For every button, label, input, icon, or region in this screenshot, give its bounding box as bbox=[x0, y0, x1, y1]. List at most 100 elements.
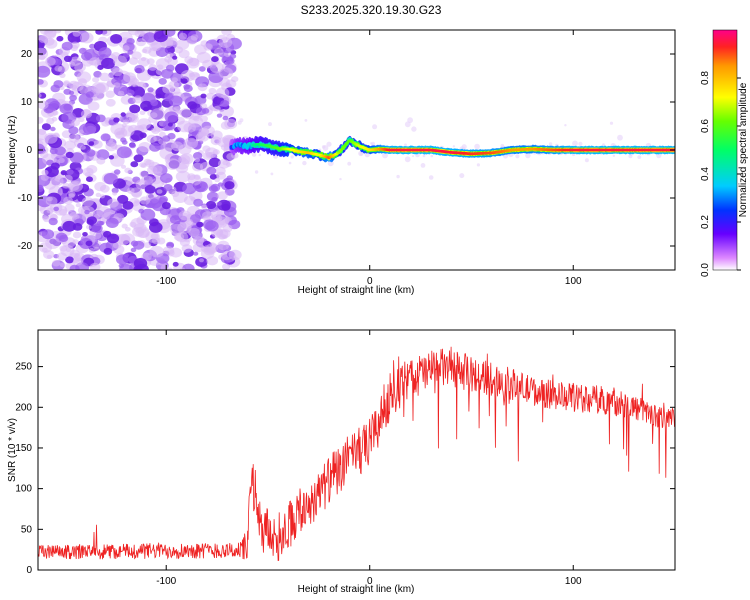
spectrogram-noise-blob bbox=[159, 131, 166, 138]
spectrogram-noise-blob bbox=[89, 57, 101, 66]
spectrogram-noise-blob bbox=[210, 183, 221, 192]
spectrogram-noise-blob bbox=[126, 89, 135, 96]
spectrogram-noise-blob bbox=[59, 234, 69, 242]
spectrogram-noise-blob bbox=[158, 78, 167, 85]
spectrogram-speckle bbox=[637, 155, 642, 160]
spectrogram-noise-blob bbox=[103, 173, 118, 185]
spectrogram-noise-blob bbox=[140, 100, 153, 111]
spectrogram-y-ticks: -20 -10 0 10 20 bbox=[18, 49, 675, 252]
spectrogram-noise-blob bbox=[177, 120, 192, 133]
spectrogram-noise-blob bbox=[95, 30, 103, 35]
spectrogram-noise-blob bbox=[101, 57, 116, 69]
spectrogram-speckle bbox=[302, 160, 307, 166]
spectrogram-noise-blob bbox=[199, 115, 208, 122]
spectrogram-noise-blob bbox=[121, 140, 128, 145]
spectrogram-y-tick-label: 20 bbox=[21, 49, 33, 60]
spectrogram-noise-blob bbox=[94, 181, 107, 192]
spectrogram-noise-blob bbox=[202, 59, 214, 69]
spectrogram-noise-blob bbox=[215, 87, 230, 99]
spectrogram-noise-blob bbox=[96, 206, 111, 218]
spectrogram-noise-blob bbox=[91, 224, 103, 233]
spectrogram-noise-blob bbox=[206, 92, 215, 100]
spectrogram-noise-blob bbox=[72, 231, 82, 239]
spectrogram-noise-blob bbox=[199, 102, 208, 109]
spectrogram-noise-blob bbox=[231, 76, 239, 83]
spectrogram-noise-blob bbox=[194, 73, 200, 78]
spectrogram-noise-blob bbox=[95, 114, 106, 123]
spectrogram-noise-blob bbox=[150, 198, 159, 205]
spectrogram-noise-blob bbox=[204, 245, 210, 250]
spectrogram-noise-blob bbox=[59, 245, 68, 252]
spectrogram-noise-blob bbox=[112, 67, 123, 77]
spectrogram-noise-blob bbox=[200, 93, 207, 99]
spectrogram-noise-field bbox=[38, 30, 667, 270]
spectrogram-noise-blob bbox=[120, 112, 126, 117]
spectrogram-noise-blob bbox=[113, 117, 120, 123]
spectrogram-noise-blob bbox=[38, 143, 45, 155]
spectrogram-speckle bbox=[572, 140, 578, 147]
spectrogram-noise-blob bbox=[99, 221, 105, 226]
spectrogram-noise-blob bbox=[188, 227, 200, 237]
spectrogram-noise-blob bbox=[194, 157, 201, 163]
spectrogram-x-tick-label: 0 bbox=[367, 276, 373, 287]
spectrogram-noise-blob bbox=[129, 221, 137, 228]
spectrogram-noise-blob bbox=[179, 108, 192, 118]
spectrogram-noise-blob bbox=[64, 203, 75, 213]
spectrogram-noise-blob bbox=[53, 206, 59, 212]
snr-x-ticks: -100 0 100 bbox=[156, 330, 582, 587]
spectrogram-noise-blob bbox=[222, 263, 231, 270]
spectrogram-noise-blob bbox=[195, 107, 207, 116]
spectrogram-noise-blob bbox=[165, 158, 181, 170]
spectrogram-noise-blob bbox=[132, 240, 145, 250]
spectrogram-noise-blob bbox=[89, 43, 96, 49]
spectrogram-speckle bbox=[564, 124, 567, 127]
colorbar-tick-label: 0.2 bbox=[700, 215, 711, 229]
spectrogram-noise-blob bbox=[62, 220, 76, 232]
spectrogram-speckle bbox=[474, 143, 480, 150]
spectrogram-noise-blob bbox=[168, 80, 179, 90]
spectrogram-noise-blob bbox=[75, 203, 81, 208]
spectrogram-noise-blob bbox=[221, 30, 232, 36]
spectrogram-noise-blob bbox=[160, 173, 173, 184]
spectrogram-noise-blob bbox=[79, 32, 94, 44]
spectrogram-ridge bbox=[229, 135, 675, 163]
spectrogram-noise-blob bbox=[71, 119, 80, 127]
spectrogram-noise-blob bbox=[62, 182, 70, 189]
spectrogram-x-tick-label: 100 bbox=[565, 276, 582, 287]
spectrogram-noise-blob bbox=[126, 38, 135, 45]
spectrogram-noise-blob bbox=[149, 245, 165, 258]
spectrogram-noise-blob bbox=[44, 98, 60, 110]
spectrogram-noise-blob bbox=[72, 223, 83, 231]
spectrogram-noise-blob bbox=[210, 130, 223, 140]
spectrogram-noise-blob bbox=[193, 198, 204, 207]
spectrogram-noise-blob bbox=[63, 196, 73, 205]
spectrogram-noise-blob bbox=[49, 147, 58, 155]
spectrogram-noise-blob bbox=[139, 170, 149, 178]
spectrogram-noise-blob bbox=[141, 48, 148, 54]
spectrogram-noise-blob bbox=[80, 109, 93, 119]
spectrogram-noise-blob bbox=[149, 142, 161, 152]
spectrogram-speckle bbox=[602, 143, 605, 147]
spectrogram-noise-blob bbox=[96, 149, 110, 160]
spectrogram-noise-blob bbox=[226, 162, 232, 168]
spectrogram-speckle bbox=[258, 153, 261, 157]
spectrogram-noise-blob bbox=[80, 145, 86, 150]
spectrogram-noise-blob bbox=[41, 169, 49, 176]
spectrogram-noise-blob bbox=[38, 47, 49, 60]
spectrogram-speckle bbox=[459, 173, 465, 179]
spectrogram-noise-blob bbox=[86, 176, 93, 182]
spectrogram-noise-blob bbox=[148, 64, 157, 71]
spectrogram-noise-blob bbox=[198, 66, 206, 72]
spectrogram-noise-blob bbox=[111, 187, 119, 194]
spectrogram-noise-blob bbox=[84, 172, 91, 177]
spectrogram-speckle bbox=[461, 144, 467, 150]
spectrogram-speckle bbox=[609, 121, 614, 125]
spectrogram-noise-blob bbox=[65, 151, 74, 159]
spectrogram-noise-blob bbox=[143, 242, 152, 249]
spectrogram-noise-blob bbox=[151, 128, 157, 133]
spectrogram-x-tick-label: -100 bbox=[156, 276, 176, 287]
spectrogram-noise-blob bbox=[105, 217, 119, 228]
spectrogram-noise-blob bbox=[78, 116, 85, 123]
spectrogram-noise-blob bbox=[127, 50, 134, 55]
